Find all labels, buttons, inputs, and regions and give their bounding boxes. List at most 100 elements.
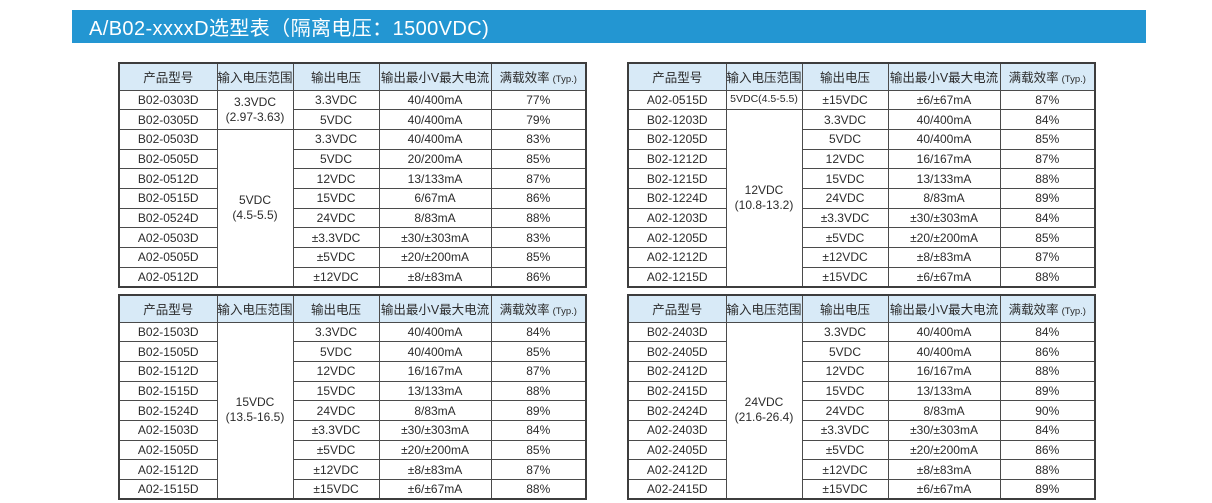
model-cell: B02-0305D bbox=[118, 109, 218, 130]
model-cell: A02-0505D bbox=[118, 247, 218, 268]
output-voltage-cell: 5VDC bbox=[801, 128, 889, 150]
column-header: 输出电压 bbox=[292, 62, 380, 91]
output-current-cell: ±6/±67mA bbox=[887, 266, 1001, 288]
model-cell: A02-1215D bbox=[627, 266, 727, 288]
table-row: B02-2415D 15VDC 13/133mA 89% bbox=[627, 380, 1096, 402]
model-cell: B02-0512D bbox=[118, 168, 218, 189]
input-range-line: (13.5-16.5) bbox=[225, 410, 285, 425]
model-cell: B02-2415D bbox=[627, 380, 727, 402]
output-voltage-cell: ±5VDC bbox=[292, 247, 380, 268]
output-current-cell: ±8/±83mA bbox=[887, 247, 1001, 268]
output-voltage-cell: 12VDC bbox=[801, 148, 889, 170]
table-row: A02-0505D ±5VDC ±20/±200mA 85% bbox=[118, 247, 587, 268]
model-cell: B02-1515D bbox=[118, 380, 218, 402]
column-header-label: 输出电压 bbox=[311, 303, 362, 318]
efficiency-cell: 87% bbox=[999, 89, 1096, 111]
efficiency-cell: 85% bbox=[490, 148, 587, 170]
column-header: 输出电压 bbox=[292, 294, 380, 323]
efficiency-cell: 87% bbox=[490, 168, 587, 189]
column-header: 输出电压 bbox=[801, 62, 889, 91]
table-row: B02-1205D 5VDC 40/400mA 85% bbox=[627, 128, 1096, 150]
column-header-label: 输出最小V最大电流 bbox=[380, 303, 490, 318]
table-slot-top-left: 产品型号 输入电压范围 输出电压 输出最小V最大电流 满载效率 (Typ.) B02-030… bbox=[118, 62, 588, 288]
output-voltage-cell: 24VDC bbox=[292, 207, 380, 229]
column-header-label: 满载效率 bbox=[1008, 71, 1059, 86]
efficiency-cell: 86% bbox=[999, 341, 1096, 362]
input-range-line: 12VDC bbox=[744, 183, 784, 198]
model-cell: B02-1505D bbox=[118, 341, 218, 362]
output-current-cell: 40/400mA bbox=[378, 128, 492, 150]
output-current-cell: ±30/±303mA bbox=[887, 419, 1001, 441]
efficiency-cell: 88% bbox=[490, 207, 587, 229]
column-header-label: 输出电压 bbox=[311, 71, 362, 86]
table-row: A02-2403D ±3.3VDC ±30/±303mA 84% bbox=[627, 419, 1096, 441]
column-header: 输入电压范围 bbox=[216, 294, 294, 323]
table-row: A02-1203D ±3.3VDC ±30/±303mA 84% bbox=[627, 207, 1096, 229]
table-row: B02-0505D 5VDC 20/200mA 85% bbox=[118, 148, 587, 170]
output-voltage-cell: 12VDC bbox=[292, 360, 380, 382]
table-row: B02-0503D 5VDC (4.5-5.5) 3.3VDC 40/400mA 83% bbox=[118, 128, 587, 288]
efficiency-cell: 89% bbox=[490, 400, 587, 421]
column-header: 满载效率 (Typ.) bbox=[999, 294, 1096, 323]
efficiency-cell: 84% bbox=[999, 321, 1096, 343]
model-cell: A02-2415D bbox=[627, 479, 727, 500]
efficiency-cell: 88% bbox=[999, 168, 1096, 189]
column-header: 输入电压范围 bbox=[216, 62, 294, 91]
model-cell: B02-1524D bbox=[118, 400, 218, 421]
output-voltage-cell: 5VDC bbox=[801, 341, 889, 362]
table-row: B02-0305D 5VDC 40/400mA 79% bbox=[118, 109, 587, 130]
table-row: B02-2424D 24VDC 8/83mA 90% bbox=[627, 400, 1096, 421]
input-range-line: 24VDC bbox=[744, 395, 784, 410]
efficiency-cell: 84% bbox=[490, 321, 587, 343]
column-header: 输入电压范围 bbox=[725, 62, 803, 91]
output-current-cell: 13/133mA bbox=[378, 168, 492, 189]
model-cell: B02-2403D bbox=[627, 321, 727, 343]
model-cell: B02-0524D bbox=[118, 207, 218, 229]
column-header-label: 产品型号 bbox=[143, 71, 194, 86]
efficiency-cell: 85% bbox=[999, 227, 1096, 248]
input-range-line: (10.8-13.2) bbox=[734, 198, 794, 213]
efficiency-cell: 86% bbox=[490, 187, 587, 209]
column-header-label: 输入电压范围 bbox=[726, 303, 802, 318]
table-row: B02-1505D 5VDC 40/400mA 85% bbox=[118, 341, 587, 362]
table-row: B02-1524D 24VDC 8/83mA 89% bbox=[118, 400, 587, 421]
column-header-label: 满载效率 bbox=[1008, 303, 1059, 318]
column-header-label: 输出电压 bbox=[820, 303, 871, 318]
input-range-line: (4.5-5.5) bbox=[232, 207, 278, 222]
output-voltage-cell: 24VDC bbox=[801, 187, 889, 209]
typ-suffix: (Typ.) bbox=[1061, 74, 1086, 86]
column-header-label: 产品型号 bbox=[143, 303, 194, 318]
model-cell: B02-0505D bbox=[118, 148, 218, 170]
column-header: 输出最小V最大电流 bbox=[887, 294, 1001, 323]
table-row: A02-2412D ±12VDC ±8/±83mA 88% bbox=[627, 459, 1096, 480]
efficiency-cell: 84% bbox=[490, 419, 587, 441]
table-row: A02-1212D ±12VDC ±8/±83mA 87% bbox=[627, 247, 1096, 268]
model-cell: B02-2405D bbox=[627, 341, 727, 362]
column-header: 输出电压 bbox=[801, 294, 889, 323]
output-current-cell: 40/400mA bbox=[378, 89, 492, 111]
output-current-cell: ±30/±303mA bbox=[378, 227, 492, 248]
column-header: 产品型号 bbox=[627, 294, 727, 323]
model-cell: A02-2403D bbox=[627, 419, 727, 441]
model-cell: A02-1503D bbox=[118, 419, 218, 441]
output-voltage-cell: ±12VDC bbox=[292, 266, 380, 288]
table-row: A02-0515D 5VDC(4.5-5.5) ±15VDC ±6/±67mA 87% bbox=[627, 89, 1096, 111]
output-current-cell: 8/83mA bbox=[887, 187, 1001, 209]
table-row: A02-1515D ±15VDC ±6/±67mA 88% bbox=[118, 479, 587, 500]
efficiency-cell: 79% bbox=[490, 109, 587, 130]
output-voltage-cell: 15VDC bbox=[292, 380, 380, 402]
output-voltage-cell: ±3.3VDC bbox=[801, 207, 889, 229]
output-current-cell: 16/167mA bbox=[887, 360, 1001, 382]
output-current-cell: 13/133mA bbox=[378, 380, 492, 402]
output-voltage-cell: 15VDC bbox=[801, 168, 889, 189]
column-header-label: 输入电压范围 bbox=[217, 71, 293, 86]
column-header: 产品型号 bbox=[118, 62, 218, 91]
input-range-cell: 12VDC (10.8-13.2) bbox=[725, 109, 803, 288]
table-row: A02-1512D ±12VDC ±8/±83mA 87% bbox=[118, 459, 587, 480]
table-row: A02-0503D ±3.3VDC ±30/±303mA 83% bbox=[118, 227, 587, 248]
efficiency-cell: 84% bbox=[999, 207, 1096, 229]
title-banner: A/B02-xxxxD选型表（隔离电压：1500VDC) bbox=[72, 10, 1146, 43]
selection-table-bottom-right: 产品型号 输入电压范围 输出电压 输出最小V最大电流 满载效率 (Typ.) B02-240… bbox=[627, 294, 1097, 501]
table-row: B02-2403D 24VDC (21.6-26.4) 3.3VDC 40/400mA 8… bbox=[627, 321, 1096, 500]
column-header: 满载效率 (Typ.) bbox=[999, 62, 1096, 91]
